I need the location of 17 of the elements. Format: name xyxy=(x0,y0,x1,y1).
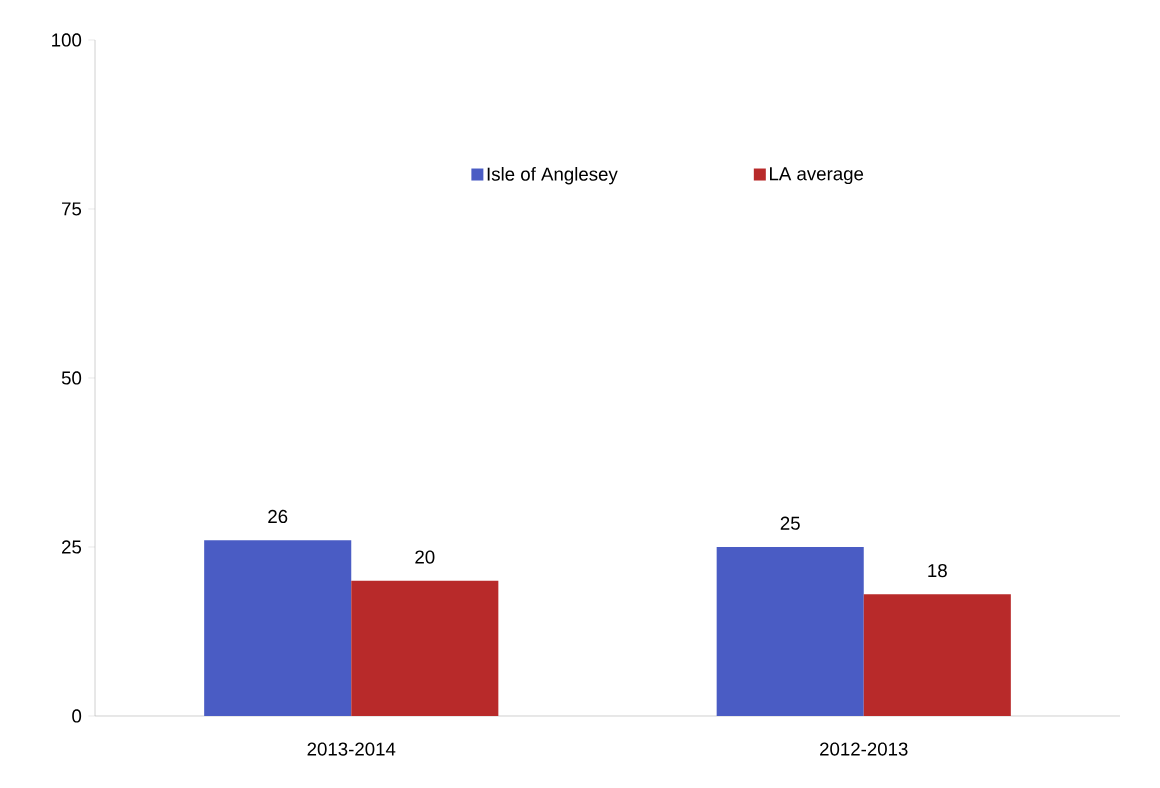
data-label: 25 xyxy=(780,516,800,530)
bar xyxy=(351,580,499,716)
y-tick-label: 0 xyxy=(72,709,82,723)
legend-label: Isle of Anglesey xyxy=(487,167,618,185)
y-tick-label: 50 xyxy=(61,371,82,385)
legend-label: LA average xyxy=(770,167,864,185)
data-label: 20 xyxy=(415,550,435,564)
bar xyxy=(863,594,1011,716)
x-tick-label: 2013-2014 xyxy=(307,742,396,756)
data-label: 18 xyxy=(928,563,947,578)
y-tick-label: 25 xyxy=(62,540,82,554)
data-label: 26 xyxy=(268,509,288,524)
x-tick-label: 2012-2013 xyxy=(820,742,908,756)
y-tick-label: 100 xyxy=(52,33,82,47)
y-tick-label: 75 xyxy=(62,202,82,216)
bar xyxy=(716,546,864,716)
bar xyxy=(204,540,352,716)
